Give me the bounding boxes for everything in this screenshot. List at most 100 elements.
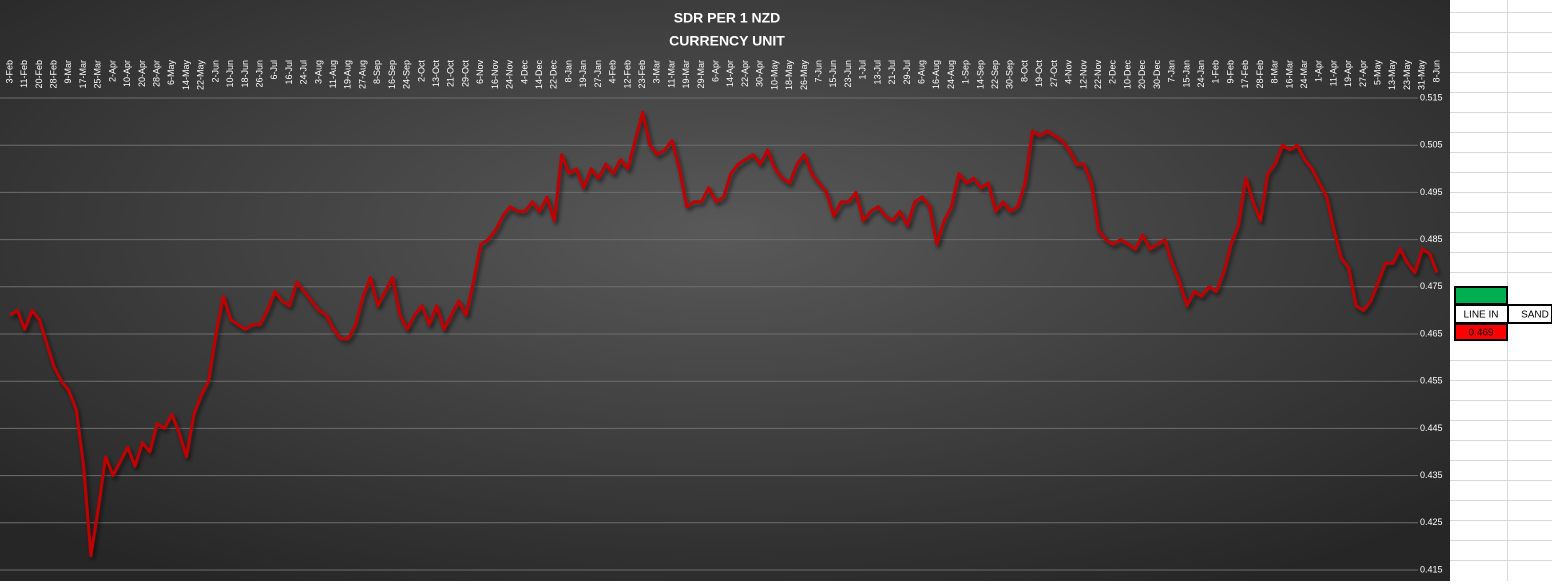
x-tick-label: 24-Jul	[299, 60, 309, 85]
x-tick-label: 26-May	[799, 60, 809, 91]
x-tick-label: 6-Nov	[475, 60, 485, 85]
x-tick-label: 20-Feb	[34, 60, 44, 89]
x-tick-label: 17-Feb	[1240, 60, 1250, 89]
x-tick-label: 6-May	[166, 60, 176, 86]
x-tick-label: 12-Nov	[1078, 60, 1088, 90]
x-tick-label: 3-Feb	[4, 60, 14, 84]
x-tick-label: 2-Jun	[210, 60, 220, 83]
x-tick-label: 9-Mar	[63, 60, 73, 84]
x-tick-label: 11-Mar	[666, 60, 676, 88]
chart-title: SDR PER 1 NZD	[674, 10, 781, 26]
x-tick-label: 14-May	[181, 60, 191, 91]
x-tick-label: 15-Jan	[1181, 60, 1191, 88]
x-tick-label: 27-Oct	[1049, 60, 1059, 88]
sheet-grid	[1450, 0, 1552, 581]
x-tick-label: 10-May	[769, 60, 779, 91]
x-tick-label: 10-Jun	[225, 60, 235, 88]
x-tick-label: 14-Dec	[534, 60, 544, 90]
y-tick-label: 0.425	[1420, 517, 1443, 527]
x-tick-label: 11-Aug	[328, 60, 338, 88]
x-tick-label: 22-May	[196, 60, 206, 91]
y-tick-label: 0.495	[1420, 187, 1443, 197]
y-tick-label: 0.465	[1420, 328, 1443, 338]
x-tick-label: 16-Mar	[1284, 60, 1294, 89]
x-tick-label: 27-Aug	[357, 60, 367, 89]
x-tick-label: 13-Jul	[872, 60, 882, 85]
x-tick-label: 30-Sep	[1005, 60, 1015, 89]
x-tick-label: 23-Jun	[843, 60, 853, 88]
x-tick-label: 18-May	[784, 60, 794, 91]
x-tick-label: 3-Aug	[313, 60, 323, 84]
y-tick-label: 0.505	[1420, 140, 1443, 150]
x-tick-label: 14-Sep	[975, 60, 985, 89]
x-tick-label: 8-Oct	[1019, 60, 1029, 83]
x-tick-label: 16-Nov	[490, 60, 500, 90]
x-tick-label: 15-Jun	[828, 60, 838, 88]
x-tick-label: 29-Jul	[902, 60, 912, 85]
value-cell-text: 0.469	[1468, 328, 1493, 339]
x-tick-label: 24-Nov	[505, 60, 515, 90]
x-tick-label: 2-Apr	[107, 60, 117, 82]
x-tick-label: 6-Jul	[269, 60, 279, 80]
green-cell	[1454, 286, 1508, 305]
x-tick-label: 27-Apr	[1358, 60, 1368, 87]
x-tick-label: 1-Sep	[961, 60, 971, 84]
x-tick-label: 28-Feb	[49, 60, 59, 89]
x-tick-label: 24-Aug	[946, 60, 956, 89]
x-tick-label: 4-Feb	[608, 60, 618, 84]
x-tick-label: 13-May	[1387, 60, 1397, 91]
x-tick-label: 11-Apr	[1328, 60, 1338, 86]
x-tick-label: 16-Jul	[284, 60, 294, 85]
y-tick-label: 0.455	[1420, 376, 1443, 386]
x-tick-label: 30-Apr	[755, 60, 765, 87]
x-tick-label: 28-Apr	[151, 60, 161, 87]
chart-area	[0, 0, 1450, 581]
x-tick-label: 22-Nov	[1093, 60, 1103, 90]
x-tick-label: 8-Sep	[372, 60, 382, 84]
value-cell	[1454, 323, 1508, 341]
y-tick-label: 0.415	[1420, 564, 1443, 574]
x-tick-label: 24-Sep	[402, 60, 412, 89]
x-tick-label: 11-Feb	[19, 60, 29, 88]
x-tick-label: 21-Oct	[446, 60, 456, 88]
x-tick-label: 5-May	[1373, 60, 1383, 86]
x-tick-label: 12-Feb	[622, 60, 632, 89]
x-tick-label: 6-Aug	[916, 60, 926, 84]
x-tick-label: 6-Apr	[711, 60, 721, 82]
x-tick-label: 16-Aug	[931, 60, 941, 89]
x-tick-label: 1-Jul	[858, 60, 868, 80]
x-tick-label: 23-Feb	[637, 60, 647, 89]
x-tick-label: 2-Oct	[416, 60, 426, 83]
x-tick-label: 26-Jun	[254, 60, 264, 88]
x-tick-label: 30-Dec	[1152, 60, 1162, 90]
x-tick-label: 19-Aug	[343, 60, 353, 89]
x-tick-label: 22-Apr	[740, 60, 750, 87]
x-tick-label: 22-Sep	[990, 60, 1000, 89]
x-tick-label: 21-Jul	[887, 60, 897, 85]
x-tick-label: 8-Mar	[1270, 60, 1280, 84]
line-series	[9, 110, 1439, 558]
x-tick-label: 14-Apr	[725, 60, 735, 87]
x-tick-label: 27-Jan	[593, 60, 603, 88]
x-tick-label: 7-Jun	[813, 60, 823, 83]
x-tick-label: 10-Apr	[122, 60, 132, 87]
y-tick-label: 0.445	[1420, 423, 1443, 433]
x-tick-label: 10-Dec	[1122, 60, 1132, 90]
x-tick-label: 23-May	[1402, 60, 1412, 91]
chart-subtitle: CURRENCY UNIT	[669, 33, 785, 49]
x-tick-label: 1-Apr	[1314, 60, 1324, 82]
x-tick-label: 24-Jan	[1196, 60, 1206, 88]
x-tick-label: 18-Jun	[240, 60, 250, 88]
x-tick-label: 4-Dec	[519, 60, 529, 85]
y-tick-label: 0.435	[1420, 470, 1443, 480]
x-tick-label: 19-Oct	[1034, 60, 1044, 88]
x-tick-label: 22-Dec	[549, 60, 559, 90]
x-tick-label: 3-Mar	[652, 60, 662, 84]
x-tick-label: 2-Dec	[1108, 60, 1118, 85]
y-tick-label: 0.515	[1420, 92, 1443, 102]
x-tick-label: 13-Oct	[431, 60, 441, 88]
x-tick-label: 4-Nov	[1064, 60, 1074, 85]
header-cell: LINE IN	[1463, 310, 1498, 321]
x-tick-label: 9-Feb	[1225, 60, 1235, 84]
